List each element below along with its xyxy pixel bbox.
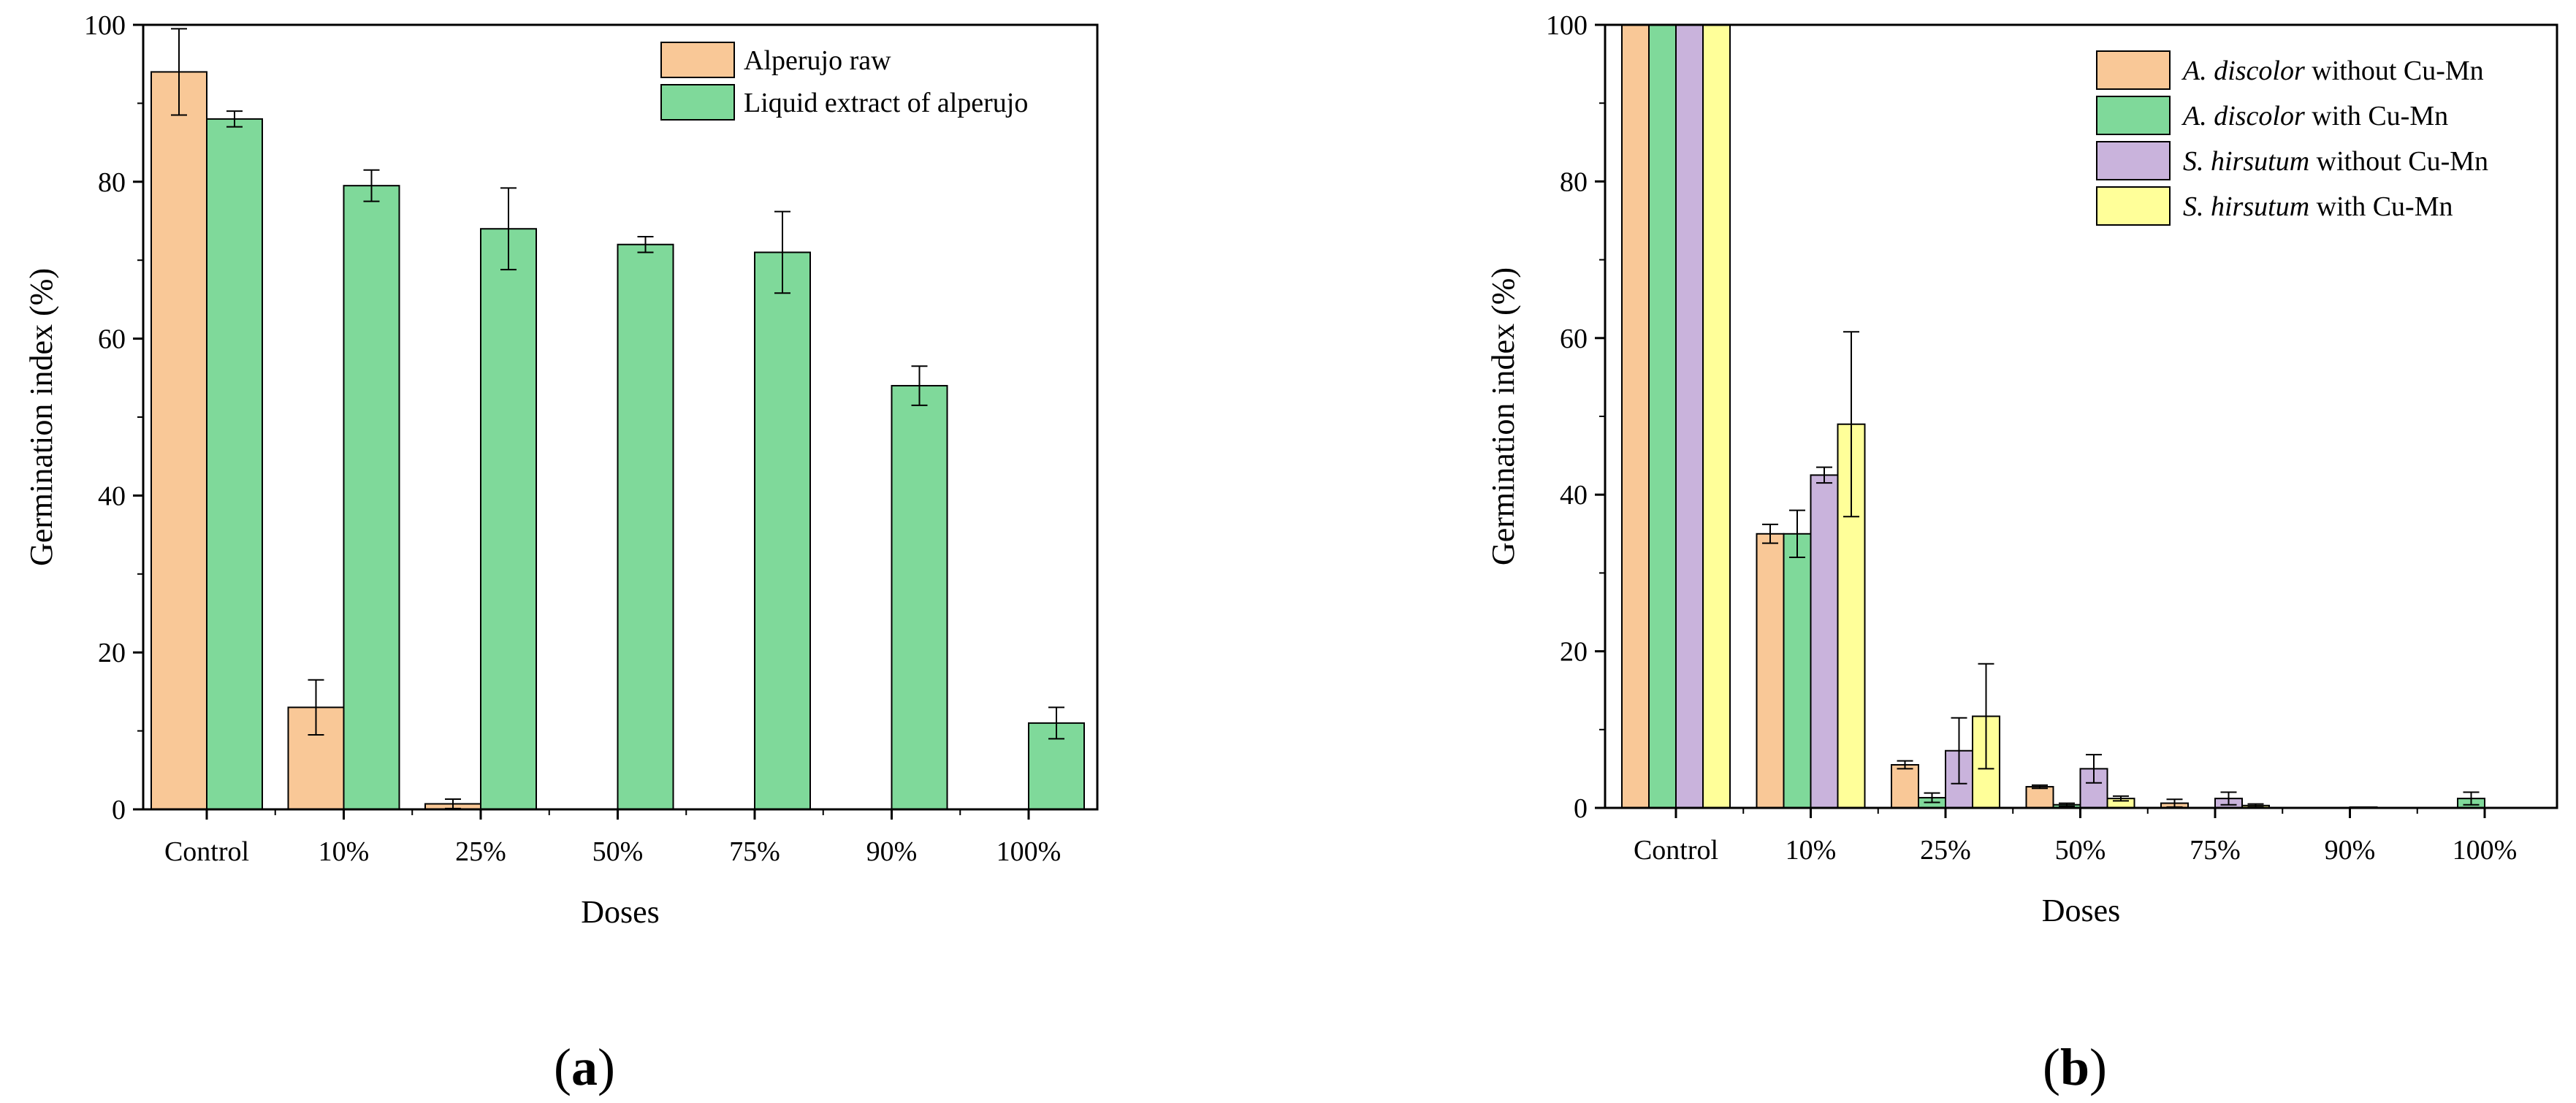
- y-tick-label: 60: [1560, 324, 1588, 354]
- x-axis-title: Doses: [581, 894, 660, 930]
- bar-a-s0-c0: [150, 71, 207, 810]
- y-tick-label: 80: [98, 167, 126, 198]
- error-bar-a-s1-c1: [363, 169, 380, 202]
- x-tick-label: 10%: [319, 836, 370, 867]
- bar-b-s0-c0: [1621, 24, 1650, 809]
- error-bar-a-s1-c5: [911, 365, 928, 406]
- y-tick-label: 40: [1560, 480, 1588, 511]
- error-bar-b-s3-c1: [1843, 331, 1859, 518]
- error-bar-a-s1-c3: [637, 235, 654, 253]
- legend-label: Alperujo raw: [744, 45, 891, 76]
- chart-panel-b: Control 10% 25% 50% 75% 90% 100% 0 20 40 60 80 100 Do…: [1485, 10, 2558, 1096]
- y-axis-title: Germination index (%): [23, 268, 59, 566]
- legend-label: S. hirsutum without Cu-Mn: [2183, 146, 2488, 177]
- bar-b-s1-c1: [1783, 533, 1812, 809]
- error-bar-b-s2-c4: [2220, 791, 2237, 806]
- error-bar-b-s3-c2: [1978, 663, 1994, 770]
- error-bar-b-s0-c2: [1897, 760, 1913, 770]
- error-bar-a-s1-c4: [774, 210, 790, 294]
- error-bar-b-s2-c2: [1951, 717, 1967, 785]
- y-tick-label: 40: [98, 481, 126, 511]
- x-tick-label: 90%: [2325, 835, 2376, 866]
- y-tick-label: 0: [1574, 793, 1588, 824]
- error-bar-a-s0-c0: [171, 28, 187, 116]
- error-bar-b-s1-c3: [2059, 802, 2075, 807]
- x-tick-label: 75%: [729, 836, 780, 867]
- y-tick-label: 20: [1560, 637, 1588, 668]
- error-bar-b-s1-c1: [1789, 509, 1805, 558]
- legend-swatch: [2096, 186, 2171, 226]
- bar-a-s1-c2: [480, 228, 537, 810]
- x-tick-label: 90%: [866, 836, 918, 867]
- error-bar-b-s0-c3: [2032, 784, 2048, 790]
- legend-label: Liquid extract of alperujo: [744, 88, 1028, 118]
- y-axis-title: Germination index (%): [1485, 267, 1521, 565]
- y-tick-label: 100: [1546, 10, 1588, 41]
- legend-swatch: [660, 42, 735, 78]
- bar-b-s2-c1: [1810, 474, 1839, 809]
- error-bar-b-s0-c1: [1762, 523, 1778, 544]
- legend-label: A. discolor without Cu-Mn: [2181, 56, 2484, 86]
- panel-label: (a): [554, 1038, 615, 1096]
- legend-swatch: [660, 84, 735, 121]
- x-tick-label: Control: [164, 836, 249, 867]
- y-tick-label: 60: [98, 324, 126, 355]
- error-bar-b-s1-c6: [2463, 791, 2480, 806]
- y-tick-label: 80: [1560, 167, 1588, 197]
- y-tick-label: 0: [112, 795, 126, 825]
- error-bar-a-s1-c6: [1048, 706, 1064, 740]
- bar-a-s1-c5: [891, 385, 948, 810]
- error-bar-a-s1-c0: [226, 110, 243, 128]
- x-tick-label: 10%: [1786, 835, 1837, 866]
- legend: A. discolor without Cu-Mn A. discolor wit…: [2096, 50, 2488, 226]
- y-tick-label: 20: [98, 638, 126, 668]
- bar-a-s1-c0: [206, 118, 263, 810]
- legend-swatch: [2096, 50, 2171, 90]
- x-axis-title: Doses: [2042, 893, 2121, 928]
- legend-label: S. hirsutum with Cu-Mn: [2183, 191, 2453, 222]
- bar-a-s1-c4: [754, 251, 811, 810]
- error-bar-b-s2-c1: [1816, 466, 1832, 484]
- bar-a-s1-c1: [343, 185, 400, 811]
- bar-b-s0-c1: [1756, 533, 1785, 809]
- x-tick-label: 75%: [2190, 835, 2241, 866]
- x-tick-label: 25%: [1920, 835, 1971, 866]
- y-tick-label: 100: [84, 10, 126, 41]
- x-tick-label: 100%: [2453, 835, 2518, 866]
- x-tick-label: 50%: [2055, 835, 2106, 866]
- error-bar-b-s1-c2: [1924, 792, 1940, 804]
- bar-b-s3-c0: [1702, 24, 1731, 809]
- chart-panel-a: Control 10% 25% 50% 75% 90% 100% 0 20 40 60 80 100 Do…: [23, 10, 1099, 1096]
- error-bar-a-s0-c1: [308, 679, 324, 736]
- legend-swatch: [2096, 96, 2171, 135]
- panel-label: (b): [2043, 1038, 2107, 1096]
- bar-b-s0-c2: [1891, 764, 1919, 809]
- x-tick-label: 100%: [997, 836, 1062, 867]
- x-tick-label: 25%: [455, 836, 506, 867]
- bar-b-s0-c3: [2025, 786, 2054, 809]
- bar-a-s1-c3: [617, 243, 674, 811]
- x-tick-label: 50%: [592, 836, 644, 867]
- legend-label: A. discolor with Cu-Mn: [2181, 101, 2448, 131]
- legend: Alperujo raw Liquid extract of alperujo: [660, 42, 1028, 121]
- error-bar-b-s3-c3: [2113, 795, 2129, 802]
- legend-swatch: [2096, 141, 2171, 180]
- bar-b-s1-c0: [1648, 24, 1677, 809]
- error-bar-a-s1-c2: [500, 187, 517, 271]
- plot-frame: [1604, 23, 2558, 809]
- bar-b-s2-c0: [1675, 24, 1704, 809]
- x-tick-label: Control: [1634, 835, 1718, 866]
- error-bar-b-s2-c3: [2086, 754, 2102, 784]
